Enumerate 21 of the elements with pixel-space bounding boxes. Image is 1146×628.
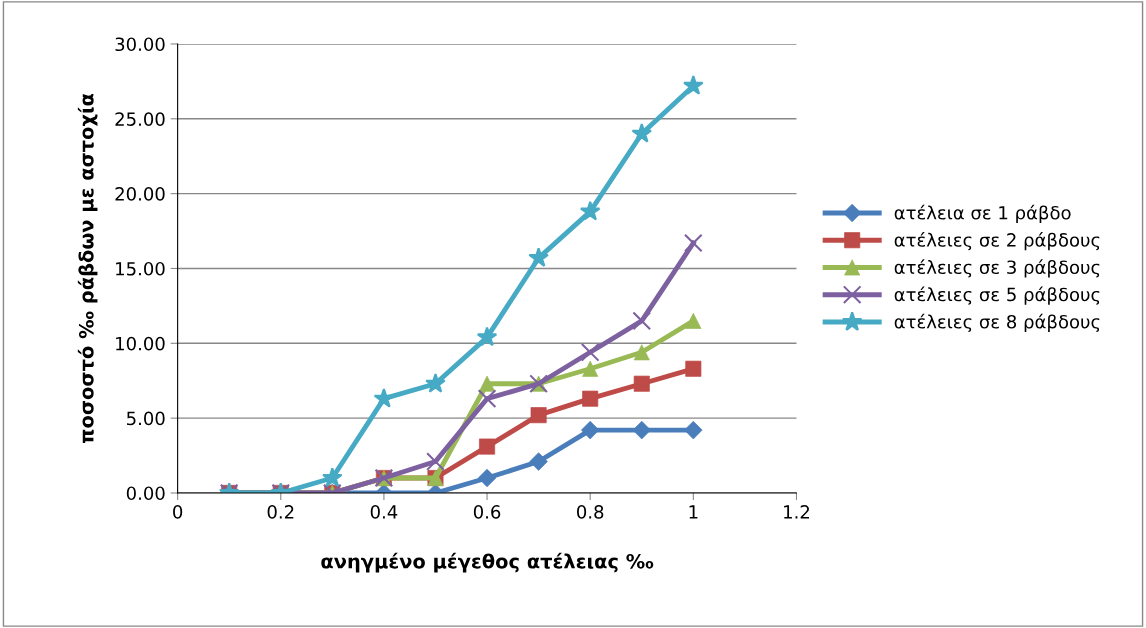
legend-label: ατέλειες σε 2 ράβδους xyxy=(894,232,1100,251)
y-tick-label: 5.00 xyxy=(127,411,165,426)
x-tick-label: 0.2 xyxy=(267,505,294,519)
x-tick-label: 0.4 xyxy=(370,505,398,519)
x-tick-label: 1.2 xyxy=(784,505,810,519)
legend-label: ατέλειες σε 8 ράβδους xyxy=(894,313,1100,333)
x-tick-label: 0 xyxy=(173,505,183,519)
y-axis-title: ποσοστό ‰ ράβδων με αστοχία xyxy=(77,93,98,444)
legend-label: ατέλειες σε 5 ράβδους xyxy=(894,286,1100,305)
legend-label: ατέλεια σε 1 ράβδο xyxy=(894,204,1071,224)
x-tick-label: 1 xyxy=(689,505,698,519)
y-tick-label: 0.00 xyxy=(126,486,165,501)
y-tick-label: 10.00 xyxy=(116,336,165,351)
x-axis-title: ανηγμένο μέγεθος ατέλειας ‰ xyxy=(321,552,654,573)
x-tick-label: 0.8 xyxy=(577,505,604,519)
y-tick-label: 30.00 xyxy=(115,37,165,52)
y-tick-label: 25.00 xyxy=(115,112,165,126)
x-tick-label: 0.6 xyxy=(473,505,501,519)
y-tick-label: 20.00 xyxy=(115,187,165,201)
legend-label: ατέλειες σε 3 ράβδους xyxy=(894,259,1100,278)
y-tick-label: 15.00 xyxy=(116,261,165,276)
